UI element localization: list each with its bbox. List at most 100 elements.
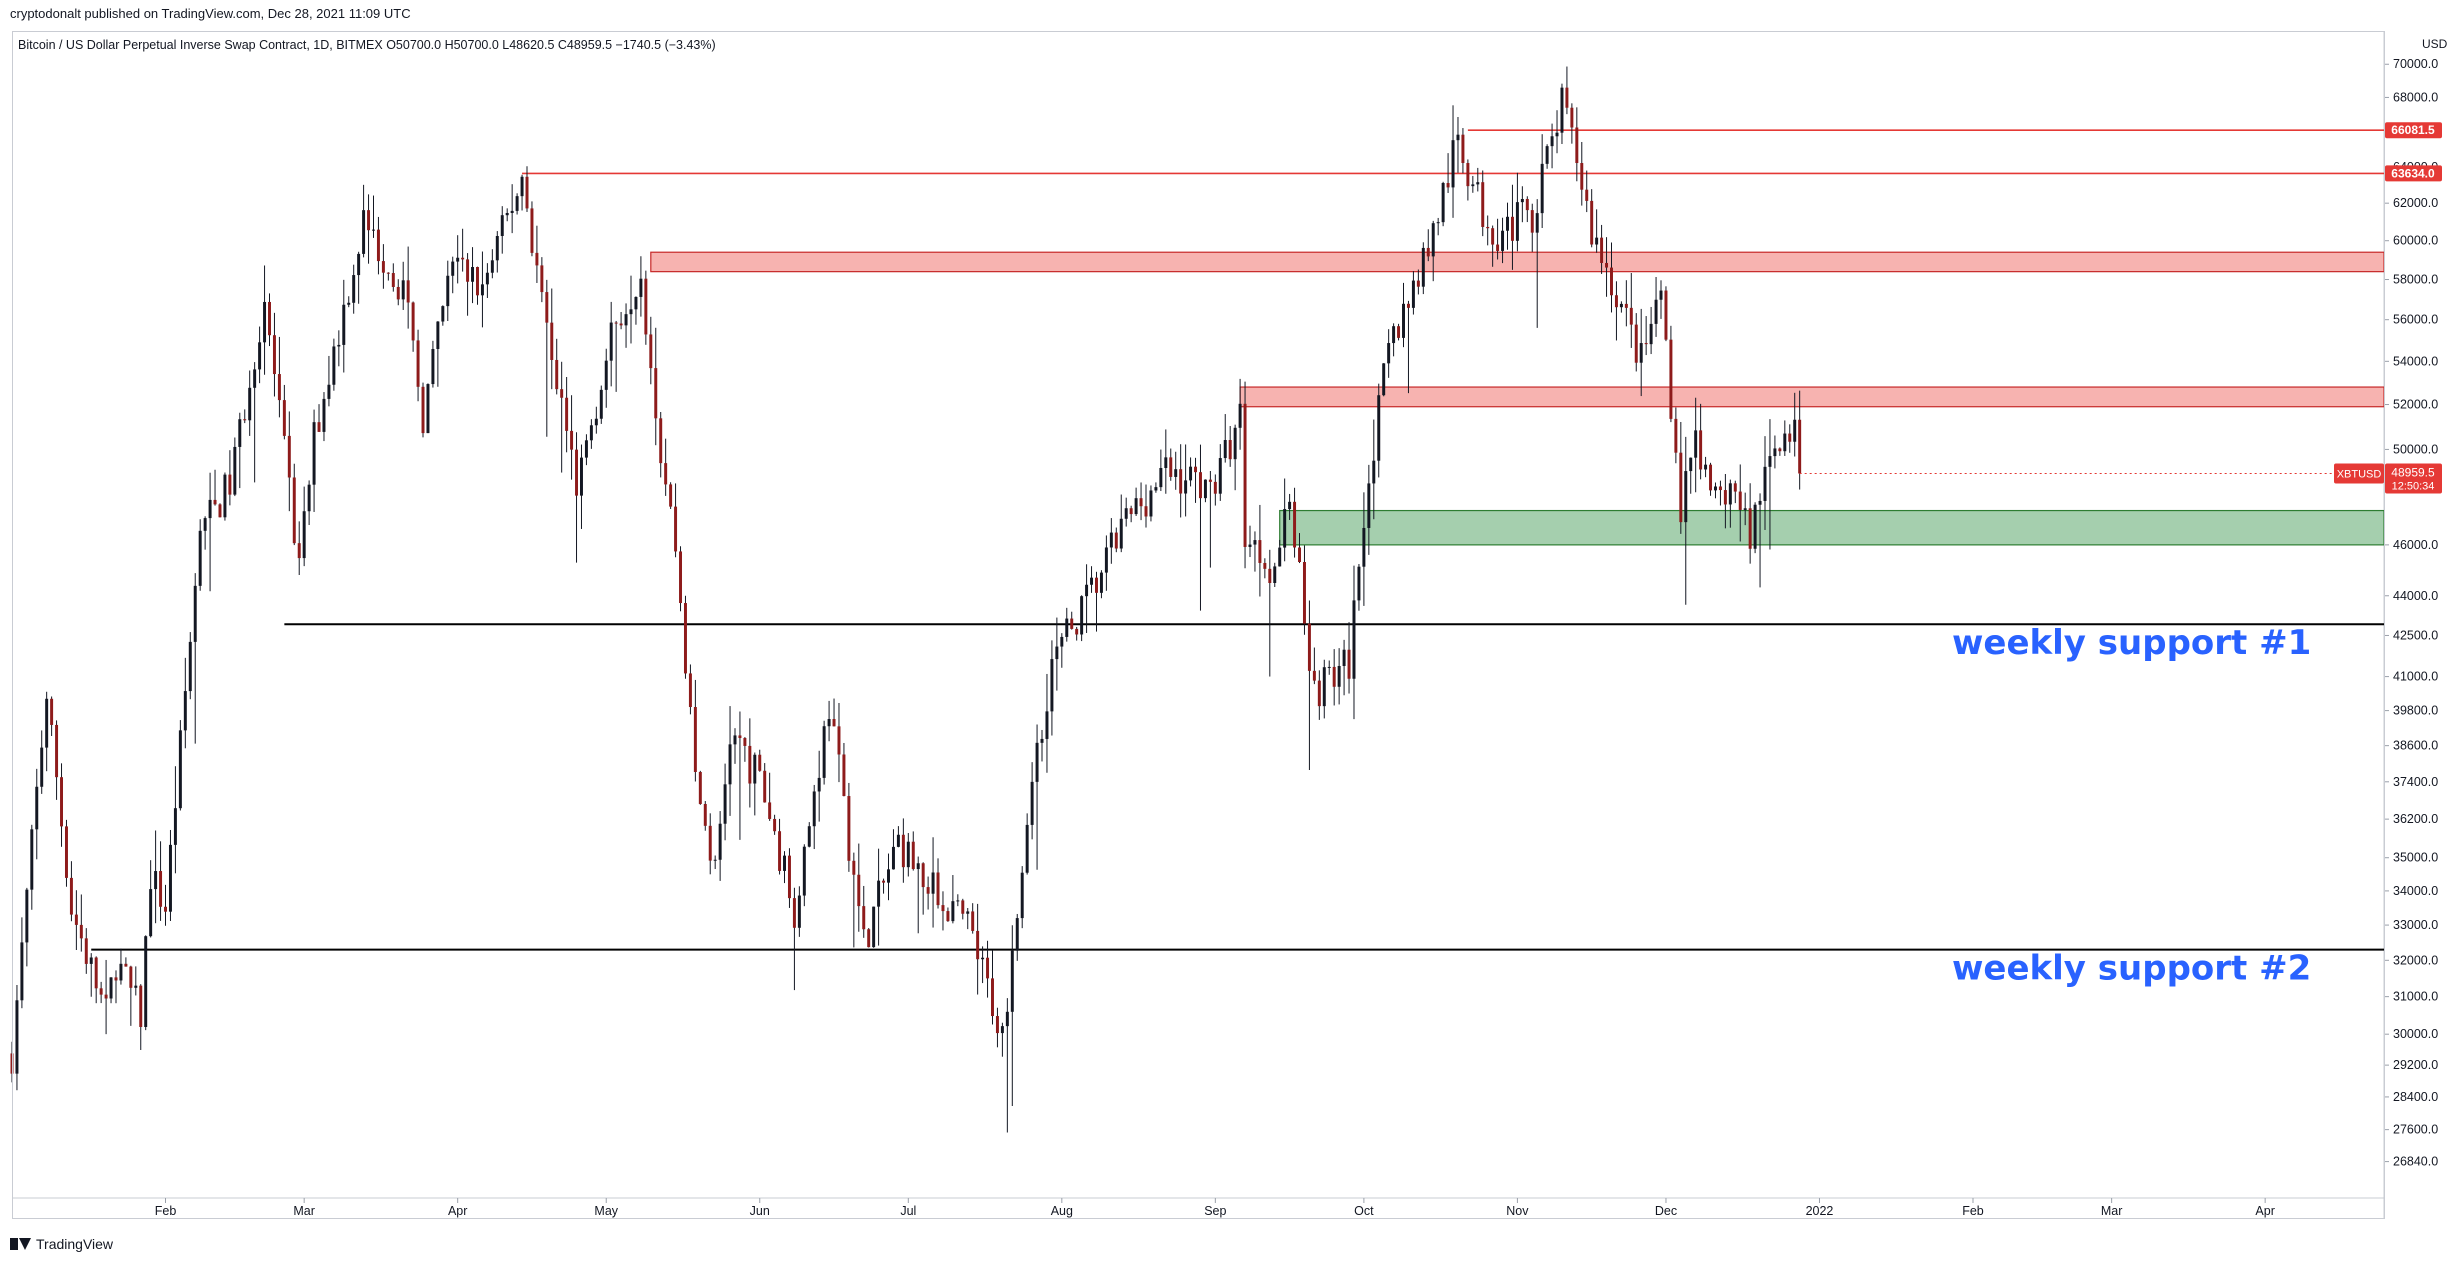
candle-body <box>1709 464 1713 491</box>
candle-body <box>312 422 316 485</box>
candle-body <box>693 707 697 772</box>
candle-body <box>1288 501 1292 510</box>
candle-body <box>1402 303 1405 338</box>
y-tick-label: 30000.0 <box>2393 1027 2438 1041</box>
last-price-tag <box>2385 463 2442 494</box>
candle-body <box>1649 323 1653 345</box>
candle-body <box>342 304 346 345</box>
candle-body <box>1164 457 1168 468</box>
candle-body <box>144 936 148 1027</box>
candle-body <box>1397 326 1401 338</box>
candle-body <box>119 963 123 981</box>
candle-body <box>1530 210 1534 233</box>
candle-body <box>1560 87 1564 133</box>
candle-body <box>1793 419 1797 442</box>
y-tick-label: 54000.0 <box>2393 354 2438 368</box>
candle-body <box>1184 480 1188 494</box>
candle-body <box>1555 132 1559 137</box>
candle-body <box>1263 562 1267 569</box>
candle-body <box>1446 183 1450 188</box>
candle-body <box>1748 508 1752 549</box>
candle-body <box>1035 742 1039 782</box>
candle-body <box>1461 134 1465 163</box>
candle-body <box>1788 433 1792 442</box>
candle-body <box>1273 566 1277 583</box>
candle-body <box>1055 646 1059 660</box>
candle-body <box>357 253 361 276</box>
candle-body <box>178 730 182 809</box>
candle-body <box>1090 577 1094 585</box>
candle-body <box>1030 781 1034 825</box>
y-tick-label: 56000.0 <box>2393 313 2438 327</box>
candle-body <box>1362 527 1366 567</box>
price-tag <box>2385 165 2442 182</box>
candle-body <box>649 334 653 369</box>
candle-body <box>604 360 608 390</box>
candle-body <box>802 846 806 896</box>
candle-body <box>1605 262 1609 268</box>
candle-body <box>634 296 638 310</box>
candle-body <box>421 386 425 434</box>
candle-body <box>723 784 727 824</box>
candle-body <box>1600 237 1604 263</box>
candle-body <box>525 176 529 209</box>
candle-body <box>624 314 628 326</box>
candle-body <box>1189 466 1193 481</box>
candle-body <box>1436 222 1440 224</box>
y-tick-label: 58000.0 <box>2393 273 2438 287</box>
candle-body <box>1669 339 1673 419</box>
candle-body <box>1020 872 1024 919</box>
candle-body <box>654 368 658 419</box>
tradingview-branding[interactable]: TradingView <box>10 1236 113 1252</box>
candle-body <box>619 323 623 326</box>
candle-body <box>887 869 890 883</box>
candle-body <box>971 911 975 931</box>
candle-body <box>1243 403 1247 547</box>
candle-body <box>1099 572 1103 593</box>
candle-body <box>490 260 494 273</box>
candle-body <box>807 826 811 847</box>
candle-body <box>1080 596 1084 635</box>
support-annotation: weekly support #2 <box>1952 949 2311 989</box>
candle-body <box>411 302 415 341</box>
candle-body <box>1595 237 1599 245</box>
candle-body <box>827 719 831 727</box>
candle-body <box>629 309 633 315</box>
candle-body <box>599 389 603 419</box>
candle-body <box>505 212 509 216</box>
tradingview-label: TradingView <box>36 1236 114 1252</box>
y-tick-label: 26840.0 <box>2393 1155 2438 1169</box>
candle-body <box>877 880 881 907</box>
candle-body <box>1307 623 1311 671</box>
candle-body <box>1060 636 1064 647</box>
y-tick-label: 32000.0 <box>2393 953 2438 967</box>
candle-body <box>228 474 232 495</box>
candle-body <box>530 208 534 253</box>
candle-body <box>1639 343 1643 363</box>
x-tick-label: 2022 <box>1806 1204 1834 1218</box>
candle-body <box>698 771 702 804</box>
price-tag-label: 63634.0 <box>2391 166 2435 180</box>
y-tick-label: 36200.0 <box>2393 812 2438 826</box>
candle-body <box>134 985 138 988</box>
candle-body <box>639 278 643 297</box>
candle-body <box>1218 458 1222 494</box>
candle-body <box>1094 577 1098 593</box>
x-tick-label: Jun <box>750 1204 770 1218</box>
candle-body <box>1654 299 1658 324</box>
candle-body <box>515 196 519 211</box>
candle-body <box>456 257 460 262</box>
candle-body <box>1411 280 1415 308</box>
x-tick-label: Feb <box>155 1204 177 1218</box>
candle-body <box>74 914 78 925</box>
candle-body <box>773 818 777 832</box>
candle-body <box>1179 469 1183 494</box>
candle-body <box>164 906 167 912</box>
candle-body <box>852 860 856 875</box>
candle-body <box>1392 326 1396 344</box>
x-tick-label: Oct <box>1354 1204 1374 1218</box>
candle-body <box>797 895 801 928</box>
candle-body <box>233 446 237 495</box>
candle-body <box>1550 136 1554 147</box>
